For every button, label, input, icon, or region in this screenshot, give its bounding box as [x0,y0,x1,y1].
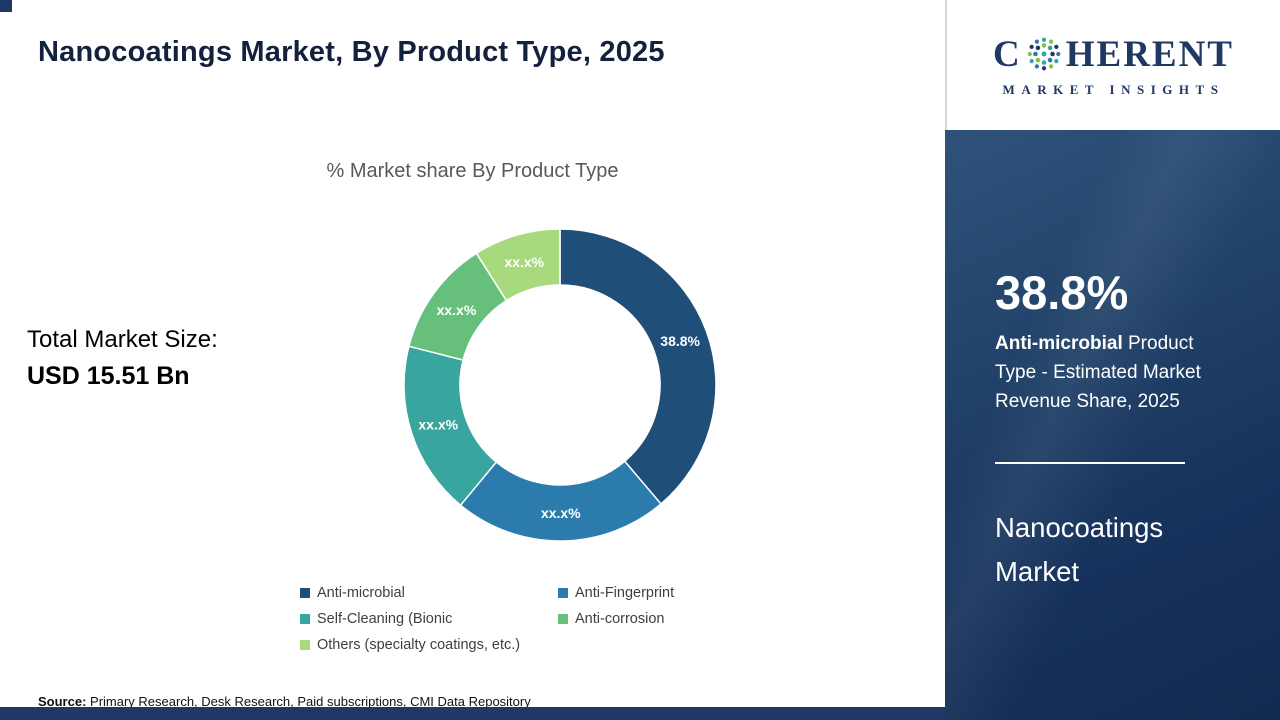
legend-label: Others (specialty coatings, etc.) [317,637,521,653]
legend-label: Anti-microbial [317,585,405,601]
total-market-size: Total Market Size: USD 15.51 Bn [27,326,218,391]
donut-segment-label: xx.x% [437,302,477,318]
source-label: Source: [38,694,87,709]
coherent-logo-globe-icon [1027,37,1061,71]
chart-title: % Market share By Product Type [326,160,619,182]
donut-segment-label: xx.x% [418,417,458,433]
donut-segment-label: xx.x% [504,254,544,270]
corner-accent-square [0,0,12,12]
legend-swatch [300,614,310,624]
coherent-logo-wordmark: C HERENT [993,33,1234,76]
legend-label: Anti-corrosion [575,611,665,627]
donut-segment [475,228,561,302]
legend-item: Anti-Fingerprint [558,585,770,601]
highlight-stat-description: Anti-microbial Product Type - Estimated … [995,329,1233,416]
sidebar-market-name: Nanocoatings Market [995,512,1164,588]
donut-segment [459,460,662,542]
donut-segment [559,228,717,505]
bottom-accent-bar [0,707,945,720]
legend-item: Anti-microbial [300,585,558,601]
legend-item: Others (specialty coatings, etc.) [300,637,558,653]
legend-item: Self-Cleaning (Bionic [300,611,558,627]
legend-swatch [300,588,310,598]
legend-label: Anti-Fingerprint [575,585,675,601]
page-title: Nanocoatings Market, By Product Type, 20… [38,36,665,68]
total-market-size-value: USD 15.51 Bn [27,362,190,390]
source-text: Primary Research, Desk Research, Paid su… [86,694,531,709]
logo-letter-c: C [993,33,1022,75]
donut-segment-label: xx.x% [541,505,581,521]
legend-swatch [558,588,568,598]
logo-tagline: MARKET INSIGHTS [1002,81,1225,97]
donut-segment-label: 38.8% [660,333,700,349]
legend-label: Self-Cleaning (Bionic [317,611,453,627]
highlight-stat-category: Anti-microbial [995,333,1123,355]
sidebar-highlight: 38.8% Anti-microbial Product Type - Esti… [945,130,1280,594]
legend-item: Anti-corrosion [558,611,770,627]
logo-word-rest: HERENT [1065,33,1234,75]
legend-swatch [558,614,568,624]
chart-legend: Anti-microbial Anti-Fingerprint Self-Clean… [300,585,770,653]
source-line: Source: Primary Research, Desk Research,… [38,694,531,709]
total-market-size-label: Total Market Size: [27,326,218,353]
donut-chart: 38.8% xx.x% xx.x% xx.x% xx.x% [403,228,717,542]
sidebar-divider [995,462,1185,465]
highlight-stat-value: 38.8% [995,266,1129,319]
sidebar: C HERENT [945,0,1280,720]
coherent-logo: C HERENT [945,0,1280,130]
highlight-stat-rest: Product Type - Estimated Market Revenue … [995,333,1201,413]
legend-swatch [300,640,310,650]
